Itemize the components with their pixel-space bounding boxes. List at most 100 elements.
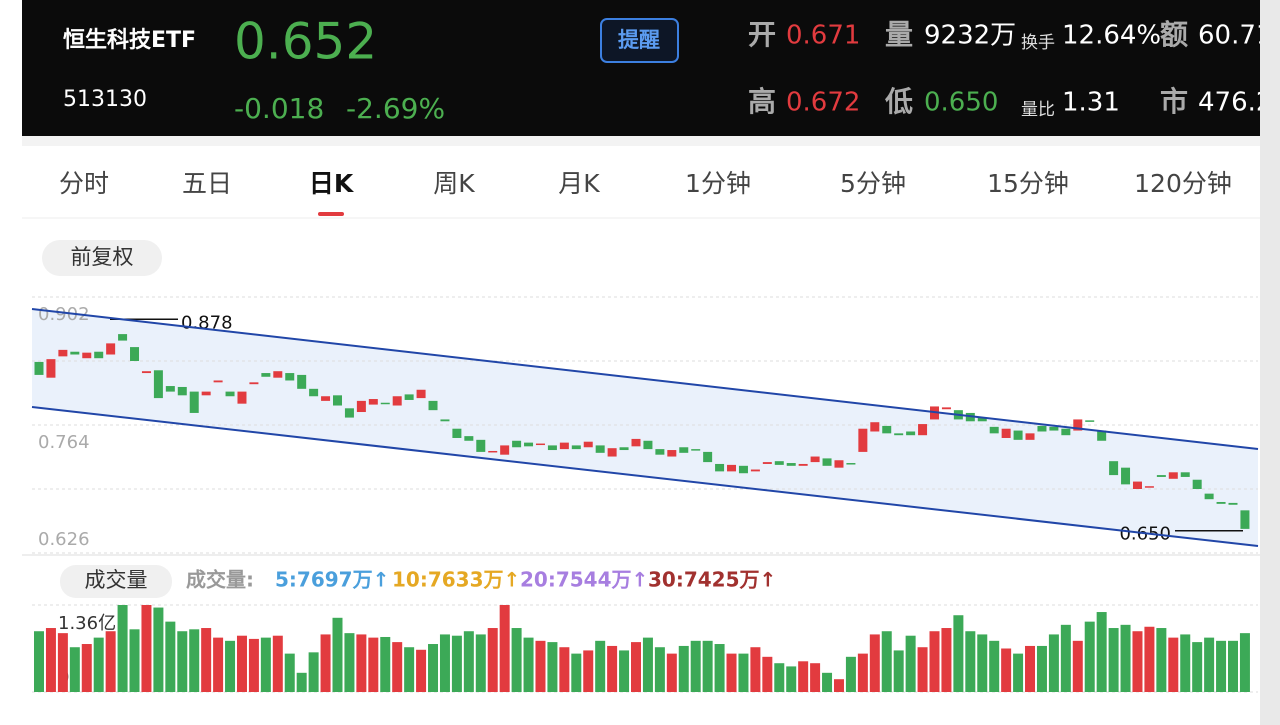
tab[interactable]: 5分钟: [840, 169, 906, 198]
volume-bar: [822, 672, 833, 692]
candle-body: [94, 351, 104, 359]
tab[interactable]: 周K: [433, 169, 475, 198]
candle-body: [941, 407, 951, 410]
volume-bar: [583, 650, 594, 692]
volume-bar: [845, 656, 856, 692]
candle-body: [870, 422, 880, 432]
candle-body: [476, 439, 486, 452]
candle-body: [261, 373, 271, 377]
candle-body: [165, 386, 175, 392]
alert-label[interactable]: 提醒: [618, 28, 660, 52]
volume-bar: [1168, 637, 1179, 692]
volume-bar: [702, 640, 713, 692]
candle-body: [225, 391, 235, 397]
candle-body: [1109, 461, 1119, 476]
volume-bar: [499, 605, 510, 692]
volume-bar: [1216, 640, 1227, 692]
y-tick-label: 0.626: [38, 529, 90, 550]
tab[interactable]: 五日: [182, 169, 232, 198]
candle-body: [583, 441, 593, 448]
volume-pill[interactable]: [60, 565, 172, 598]
volume-bar: [1025, 645, 1036, 692]
candle-body: [846, 463, 856, 465]
volume-bar: [642, 637, 653, 692]
tab[interactable]: 分时: [59, 169, 109, 198]
stock-name: 恒生科技ETF: [63, 27, 196, 53]
legend-entry: 20:7544万↑: [520, 568, 648, 592]
candle-body: [285, 373, 295, 381]
volume-bar: [1228, 640, 1238, 692]
candle-body: [1228, 502, 1238, 505]
volume-bar: [225, 640, 236, 692]
volume-bar: [1156, 628, 1167, 692]
volume-bar: [595, 640, 606, 692]
adjust-label[interactable]: 前复权: [71, 245, 134, 269]
volume-bar: [666, 653, 677, 692]
candle-body: [380, 402, 390, 405]
tab[interactable]: 1分钟: [685, 169, 751, 198]
tab[interactable]: 月K: [558, 169, 600, 198]
candle-body: [440, 419, 450, 422]
alert-button[interactable]: [600, 18, 679, 63]
candle-body: [1168, 472, 1178, 479]
candle-body: [70, 351, 80, 355]
volume-bar: [833, 679, 844, 692]
volume-bar: [726, 653, 737, 692]
volume-bar: [451, 635, 462, 692]
candle-body: [34, 361, 44, 375]
volume-title[interactable]: 成交量: [85, 568, 148, 592]
volume-bar: [929, 631, 940, 692]
volume-bar: [1120, 624, 1131, 692]
candle-body: [237, 391, 247, 404]
channel-upper: [31, 308, 1259, 450]
stat-value: 60.71: [1198, 21, 1272, 51]
candle-body: [750, 469, 760, 472]
candle-body: [559, 442, 569, 450]
volume-bar: [165, 621, 176, 692]
volume-bar: [690, 640, 701, 692]
price: 0.652: [234, 13, 377, 71]
candle-body: [1204, 493, 1214, 500]
tab[interactable]: 120分钟: [1134, 169, 1232, 198]
tab[interactable]: 15分钟: [987, 169, 1069, 198]
volume-bar: [487, 628, 498, 692]
candle-body: [655, 449, 665, 455]
candle-body: [571, 445, 581, 450]
legend-entry: 30:7425万↑: [648, 568, 776, 592]
stat-label: 额: [1160, 18, 1188, 51]
adjust-pill[interactable]: [42, 240, 162, 276]
candle-body: [679, 447, 689, 453]
volume-bar: [213, 637, 224, 692]
candle-body: [1049, 426, 1059, 431]
volume-bar: [1096, 612, 1107, 692]
tab[interactable]: 日K: [309, 169, 355, 198]
volume-bar: [475, 634, 486, 692]
volume-bar: [738, 653, 749, 692]
candle-body: [1180, 472, 1190, 477]
volume-bar: [786, 666, 797, 692]
candle-body: [547, 445, 557, 451]
candle-body: [1025, 433, 1035, 440]
stat-value: 0.650: [924, 88, 998, 118]
candle-body: [1073, 419, 1083, 431]
candle-body: [1061, 428, 1071, 436]
volume-bar: [1239, 633, 1250, 692]
volume-bar: [571, 653, 582, 692]
candle-body: [1132, 481, 1142, 489]
volume-bar: [260, 637, 271, 692]
change-pct: -2.69%: [346, 92, 445, 125]
candle-body: [762, 462, 772, 464]
stat-label: 低: [884, 85, 913, 118]
candle-body: [1121, 467, 1131, 485]
volume-bar: [416, 649, 427, 692]
volume-bar: [34, 631, 44, 692]
volume-bar: [631, 642, 641, 692]
candle-body: [189, 391, 199, 413]
volume-bar: [774, 663, 785, 692]
volume-bar: [428, 644, 439, 692]
volume-bar: [1144, 626, 1155, 692]
legend-entry: 成交量:: [186, 568, 254, 592]
volume-bar: [619, 650, 630, 692]
volume-bar: [941, 628, 952, 692]
